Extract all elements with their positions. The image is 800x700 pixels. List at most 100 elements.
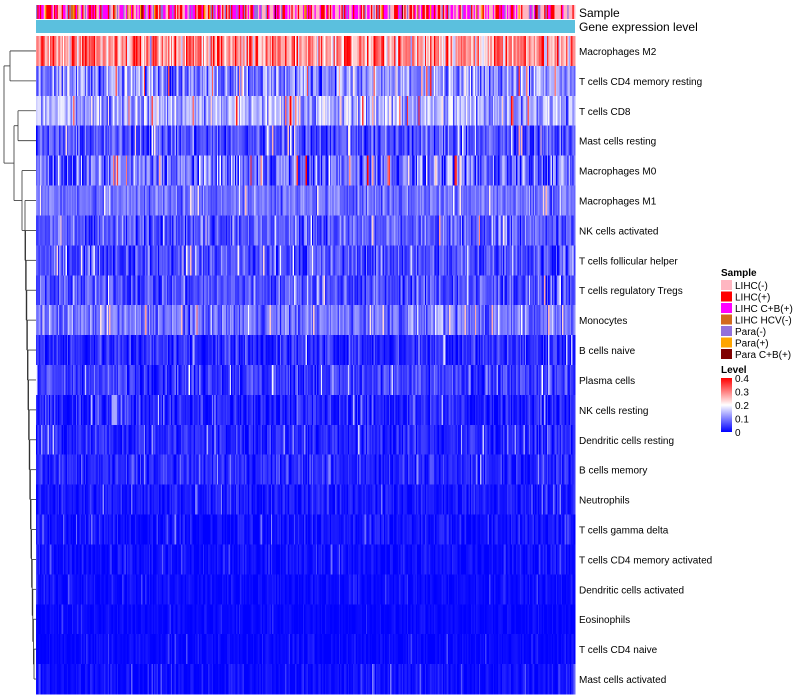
heatmap-cell (377, 275, 380, 306)
heatmap-cell (318, 245, 321, 276)
heatmap-cell (381, 125, 383, 156)
heatmap-cell (133, 335, 136, 366)
heatmap-cell (514, 185, 517, 216)
heatmap-cell (492, 36, 495, 67)
heatmap-cell (299, 245, 301, 276)
heatmap-cell (344, 95, 346, 127)
heatmap-cell (364, 305, 367, 336)
heatmap-cell (187, 36, 190, 67)
heatmap-cell (215, 65, 218, 97)
heatmap-cell (110, 95, 113, 127)
sample-annotation-cell (213, 5, 215, 19)
heatmap-cell (483, 185, 486, 216)
heatmap-cell (510, 155, 513, 186)
heatmap-cell (445, 335, 448, 366)
heatmap-cell (211, 215, 214, 246)
heatmap-cell (61, 125, 64, 156)
heatmap-cell (184, 215, 187, 246)
heatmap-cell (468, 95, 471, 127)
heatmap-cell (367, 185, 369, 216)
heatmap-cell (218, 125, 220, 156)
heatmap-cell (317, 65, 319, 97)
sample-annotation-cell (429, 5, 432, 19)
sample-annotation-cell (275, 5, 278, 19)
heatmap-cell (157, 305, 160, 336)
heatmap-cell (370, 245, 373, 276)
sample-annotation-cell (183, 5, 186, 19)
heatmap-cell (209, 335, 211, 366)
heatmap-cell (182, 245, 184, 276)
heatmap-cell (62, 215, 65, 246)
heatmap-cell (418, 155, 421, 186)
heatmap-cell (183, 125, 186, 156)
heatmap-cell (482, 305, 485, 336)
heatmap-cell (228, 155, 231, 186)
sample-annotation-cell (128, 5, 131, 19)
heatmap-cell (107, 275, 110, 306)
heatmap-cell (80, 95, 83, 127)
heatmap-cell (478, 155, 481, 186)
heatmap-cell (121, 275, 124, 306)
heatmap-cell (329, 305, 332, 336)
heatmap-cell (517, 275, 519, 306)
heatmap-cell (519, 245, 522, 276)
sample-annotation-cell (571, 5, 573, 19)
heatmap-cell (168, 95, 170, 127)
heatmap-cell (88, 36, 91, 67)
heatmap-cell (37, 36, 39, 67)
heatmap-cell (327, 335, 329, 366)
heatmap-cell (128, 215, 131, 246)
heatmap-cell (145, 95, 147, 127)
heatmap-cell (317, 125, 319, 156)
heatmap-cell (129, 155, 132, 186)
heatmap-cell (506, 275, 509, 306)
heatmap-cell (326, 215, 328, 246)
heatmap-cell (396, 185, 399, 216)
heatmap-cell (528, 36, 531, 67)
heatmap-cell (107, 155, 110, 186)
heatmap-cell (229, 215, 232, 246)
heatmap-cell (66, 36, 69, 67)
heatmap-cell (169, 36, 172, 67)
heatmap-cell (405, 215, 408, 246)
heatmap-cell (39, 245, 42, 276)
heatmap-cell (548, 305, 550, 336)
heatmap-cell (197, 275, 200, 306)
heatmap-cell (409, 275, 412, 306)
heatmap-cell (447, 95, 450, 127)
heatmap-cell (539, 95, 541, 127)
heatmap-cell (37, 305, 39, 336)
heatmap-cell (109, 305, 111, 336)
heatmap-cell (501, 245, 504, 276)
heatmap-cell (240, 245, 242, 276)
heatmap-cell (367, 275, 369, 306)
heatmap-cell (567, 215, 569, 246)
heatmap-cell (128, 65, 131, 97)
heatmap-cell (92, 245, 95, 276)
heatmap-cell (449, 335, 451, 366)
heatmap-cell (386, 275, 389, 306)
heatmap-cell (369, 245, 372, 276)
sample-annotation-cell (351, 5, 354, 19)
heatmap-cell (110, 65, 113, 97)
heatmap-cell (107, 305, 110, 336)
heatmap-cell (558, 65, 560, 97)
heatmap-cell (544, 36, 546, 67)
heatmap-cell (483, 275, 486, 306)
heatmap-cell (449, 305, 451, 336)
heatmap-cell (551, 95, 554, 127)
heatmap-cell (245, 155, 247, 186)
heatmap-cell (161, 215, 164, 246)
heatmap-cell (224, 215, 227, 246)
heatmap-cell (537, 305, 540, 336)
heatmap-cell (414, 65, 417, 97)
sample-annotation-cell (238, 5, 241, 19)
heatmap-cell (46, 125, 48, 156)
heatmap-cell (481, 305, 483, 336)
heatmap-cell (201, 95, 204, 127)
heatmap-cell (293, 215, 296, 246)
heatmap-cell (198, 125, 201, 156)
heatmap-cell (92, 275, 95, 306)
heatmap-cell (39, 125, 42, 156)
heatmap-cell (218, 305, 220, 336)
